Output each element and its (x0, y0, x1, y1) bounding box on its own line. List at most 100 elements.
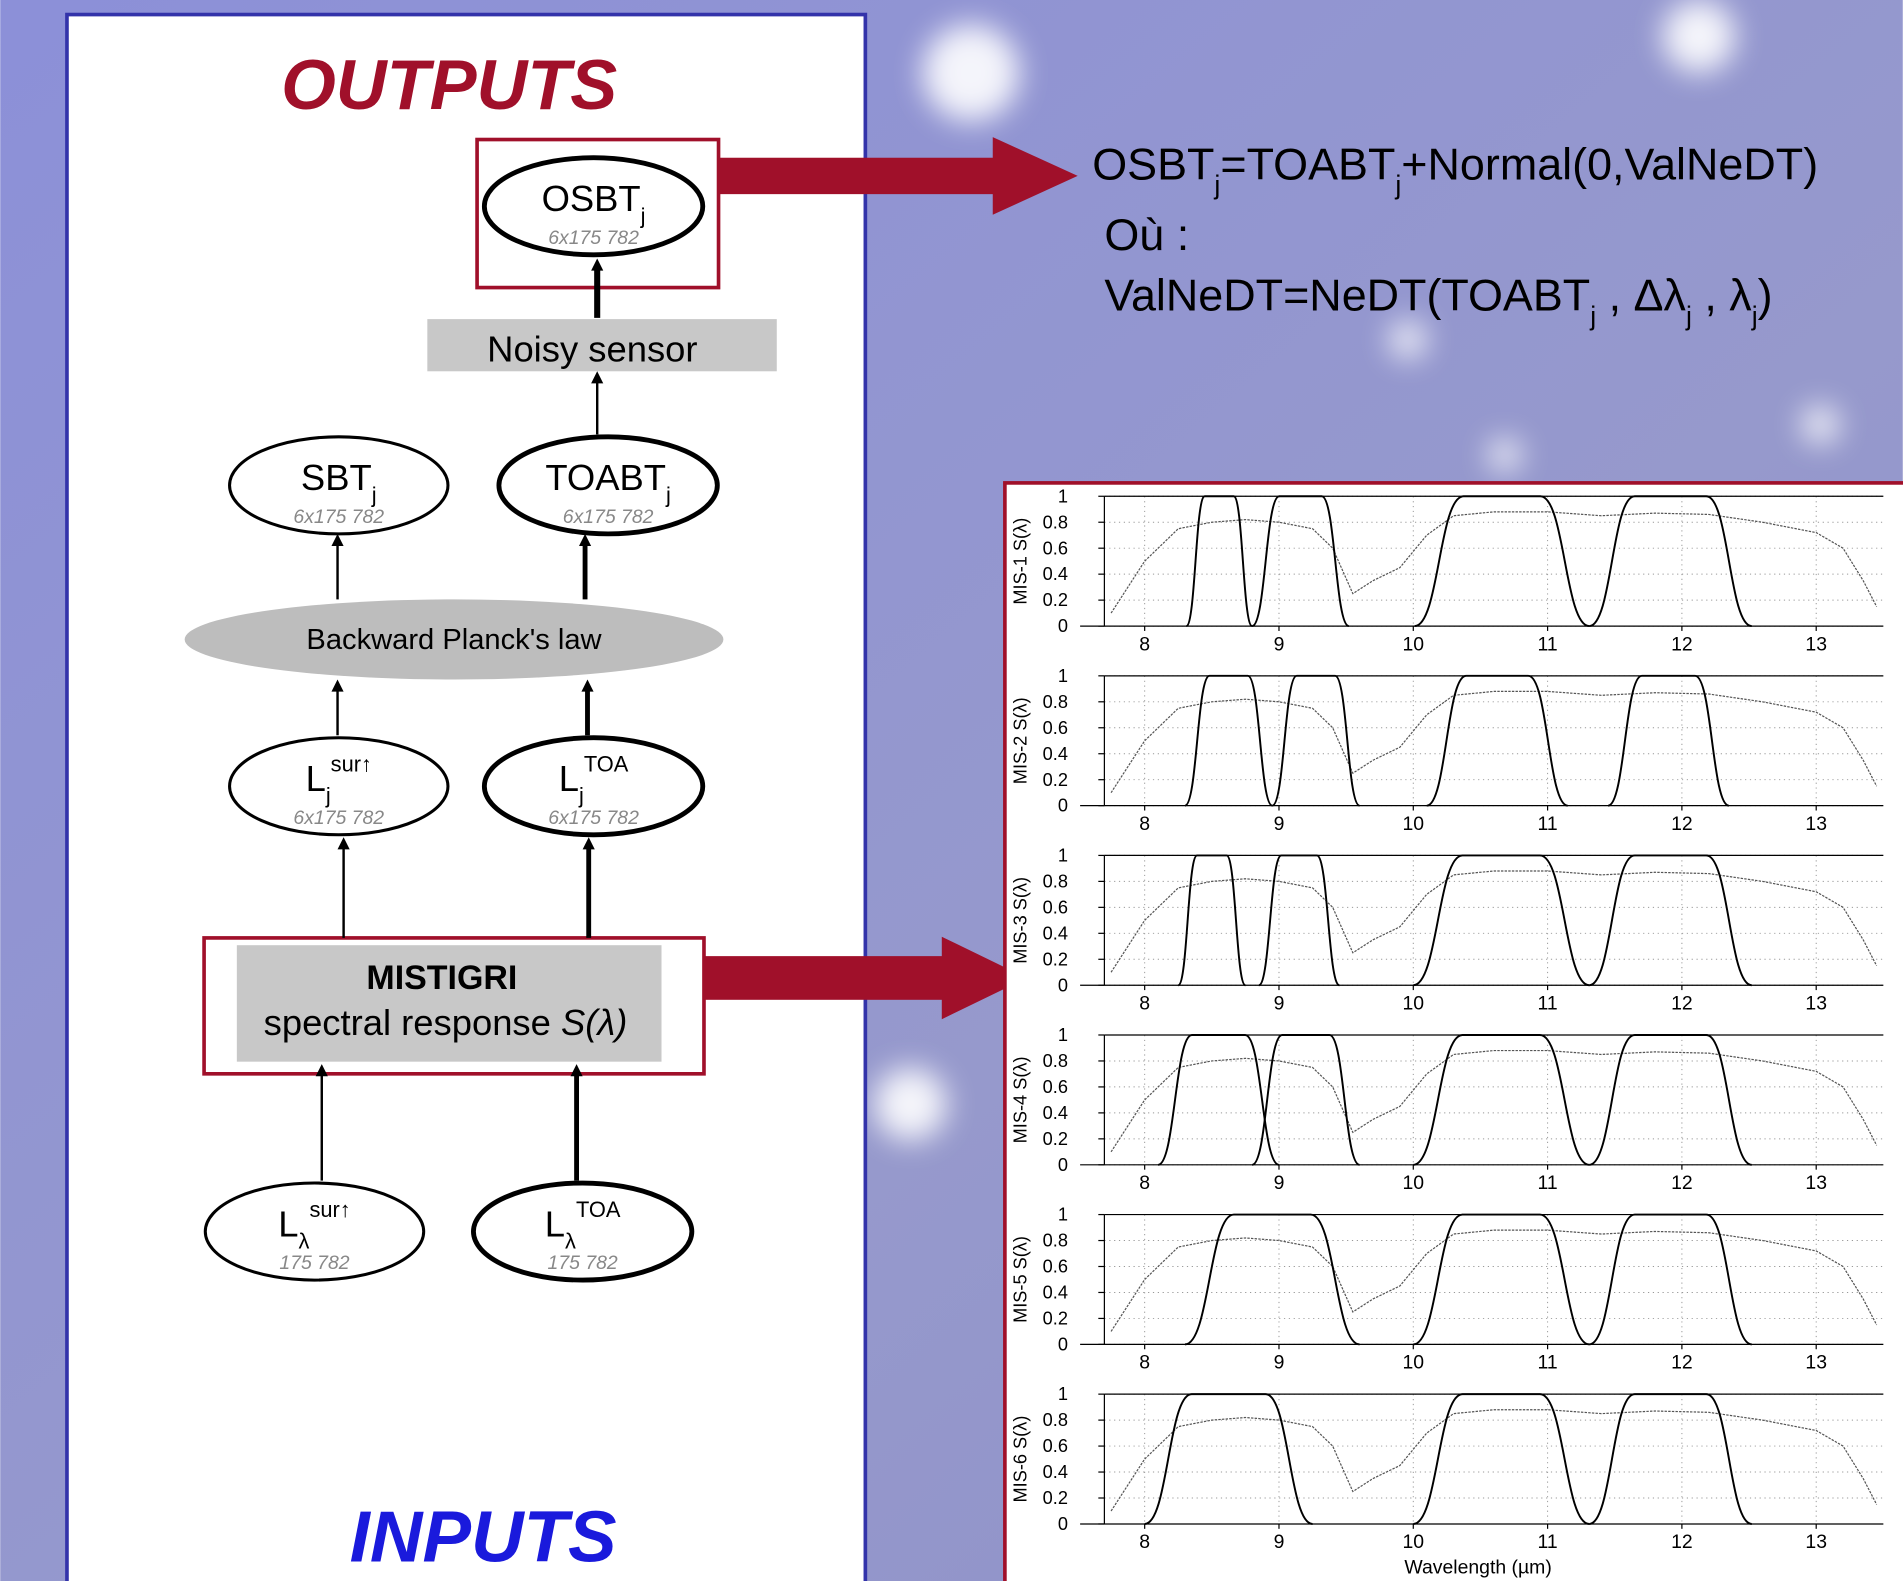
node-main: L (278, 1203, 298, 1244)
node-sup: TOA (584, 752, 629, 777)
y-tick-label: 0 (1058, 1334, 1068, 1354)
star (1663, 0, 1736, 73)
equation-text: Où : (1104, 209, 1189, 260)
y-tick-label: 0.6 (1043, 1077, 1068, 1097)
x-tick-label: 10 (1402, 1531, 1424, 1553)
x-tick-label: 10 (1402, 993, 1424, 1015)
equation-text: ) (1758, 270, 1773, 321)
equation-sub: j (1685, 301, 1692, 331)
equation-text: OSBT (1092, 139, 1214, 190)
star (1801, 405, 1840, 444)
y-tick-label: 0 (1058, 975, 1068, 995)
equation: Où : (1104, 209, 1189, 260)
y-tick-label: 0.6 (1043, 897, 1068, 917)
x-tick-label: 13 (1805, 1172, 1827, 1194)
x-tick-label: 10 (1402, 813, 1424, 835)
y-tick-label: 0.4 (1043, 1283, 1068, 1303)
y-tick-label: 0.8 (1043, 1231, 1068, 1251)
y-tick-label: 0.6 (1043, 1436, 1068, 1456)
x-tick-label: 12 (1671, 993, 1693, 1015)
x-tick-label: 10 (1402, 633, 1424, 655)
star (874, 1068, 947, 1141)
y-tick-label: 0.4 (1043, 564, 1068, 584)
y-tick-label: 0 (1058, 1155, 1068, 1175)
equation-text: ValNeDT=NeDT(TOABT (1104, 270, 1590, 321)
x-tick-label: 8 (1139, 1531, 1150, 1553)
outputs-label: OUTPUTS (281, 45, 617, 124)
diagram-panel (67, 15, 865, 1581)
x-tick-label: 11 (1538, 993, 1558, 1015)
y-tick-label: 0.2 (1043, 949, 1068, 969)
node-sup: TOA (576, 1197, 621, 1222)
y-tick-label: 1 (1058, 845, 1068, 865)
x-tick-label: 11 (1538, 1352, 1558, 1374)
noisy-sensor-label: Noisy sensor (487, 329, 697, 370)
star (1388, 320, 1427, 359)
y-tick-label: 0.8 (1043, 1051, 1068, 1071)
x-tick-label: 9 (1274, 1531, 1285, 1553)
x-tick-label: 8 (1139, 993, 1150, 1015)
node-sup: sur↑ (331, 752, 372, 777)
node-size: 175 782 (548, 1252, 618, 1274)
equation-text: +Normal(0,ValNeDT) (1401, 139, 1818, 190)
x-tick-label: 11 (1538, 1531, 1558, 1553)
y-axis-label: MIS-4 S(λ) (1011, 1056, 1031, 1143)
y-axis-label: MIS-6 S(λ) (1011, 1416, 1031, 1503)
x-tick-label: 9 (1274, 1352, 1285, 1374)
slide: OUTPUTS INPUTS Noisy sensor Backward Pla… (0, 0, 1903, 1581)
equation-sub: j (1213, 170, 1220, 200)
y-tick-label: 0.4 (1043, 744, 1068, 764)
x-axis-label: Wavelength (µm) (1404, 1557, 1551, 1579)
x-tick-label: 10 (1402, 1172, 1424, 1194)
node-sub: j (325, 783, 331, 808)
y-tick-label: 1 (1058, 666, 1068, 686)
y-tick-label: 0.8 (1043, 512, 1068, 532)
equation-sub: j (1751, 301, 1758, 331)
mistigri-line: spectral response S(λ) (264, 1002, 628, 1043)
node-size: 175 782 (279, 1252, 349, 1274)
y-axis-label: MIS-1 S(λ) (1011, 518, 1031, 605)
x-tick-label: 13 (1805, 633, 1827, 655)
equation-text: , Δλ (1596, 270, 1686, 321)
x-tick-label: 12 (1671, 1352, 1693, 1374)
arrow-body (704, 956, 947, 1000)
y-tick-label: 0.8 (1043, 871, 1068, 891)
node-main: L (545, 1203, 565, 1244)
node-sub: λ (299, 1229, 310, 1254)
y-tick-label: 0.4 (1043, 1462, 1068, 1482)
node-size: 6x175 782 (293, 506, 384, 528)
planck-label: Backward Planck's law (306, 624, 602, 656)
equation-text: =TOABT (1220, 139, 1395, 190)
mistigri-title: MISTIGRI (366, 959, 517, 997)
x-tick-label: 12 (1671, 1172, 1693, 1194)
node-main: OSBT (542, 178, 641, 219)
y-tick-label: 0.6 (1043, 538, 1068, 558)
node-sub: j (640, 203, 646, 228)
x-tick-label: 13 (1805, 993, 1827, 1015)
x-tick-label: 11 (1538, 633, 1558, 655)
y-tick-label: 0 (1058, 796, 1068, 816)
node-size: 6x175 782 (548, 807, 639, 829)
node-main: TOABT (545, 457, 666, 498)
x-tick-label: 12 (1671, 633, 1693, 655)
x-tick-label: 10 (1402, 1352, 1424, 1374)
y-tick-label: 0.8 (1043, 1410, 1068, 1430)
mistigri-text: spectral response (264, 1002, 561, 1043)
y-tick-label: 0.2 (1043, 590, 1068, 610)
x-tick-label: 13 (1805, 1352, 1827, 1374)
y-axis-label: MIS-5 S(λ) (1011, 1236, 1031, 1323)
arrow-body (719, 158, 996, 194)
y-tick-label: 1 (1058, 1384, 1068, 1404)
y-tick-label: 0.8 (1043, 692, 1068, 712)
y-tick-label: 1 (1058, 486, 1068, 506)
y-axis-label: MIS-3 S(λ) (1011, 877, 1031, 964)
y-tick-label: 0.6 (1043, 718, 1068, 738)
y-tick-label: 0.2 (1043, 1488, 1068, 1508)
node-sub: j (578, 783, 584, 808)
page: OUTPUTS INPUTS Noisy sensor Backward Pla… (0, 0, 1903, 1581)
x-tick-label: 8 (1139, 633, 1150, 655)
y-tick-label: 0.4 (1043, 923, 1068, 943)
equation-sub: j (1589, 301, 1596, 331)
x-tick-label: 9 (1274, 1172, 1285, 1194)
node-main: L (559, 758, 579, 799)
